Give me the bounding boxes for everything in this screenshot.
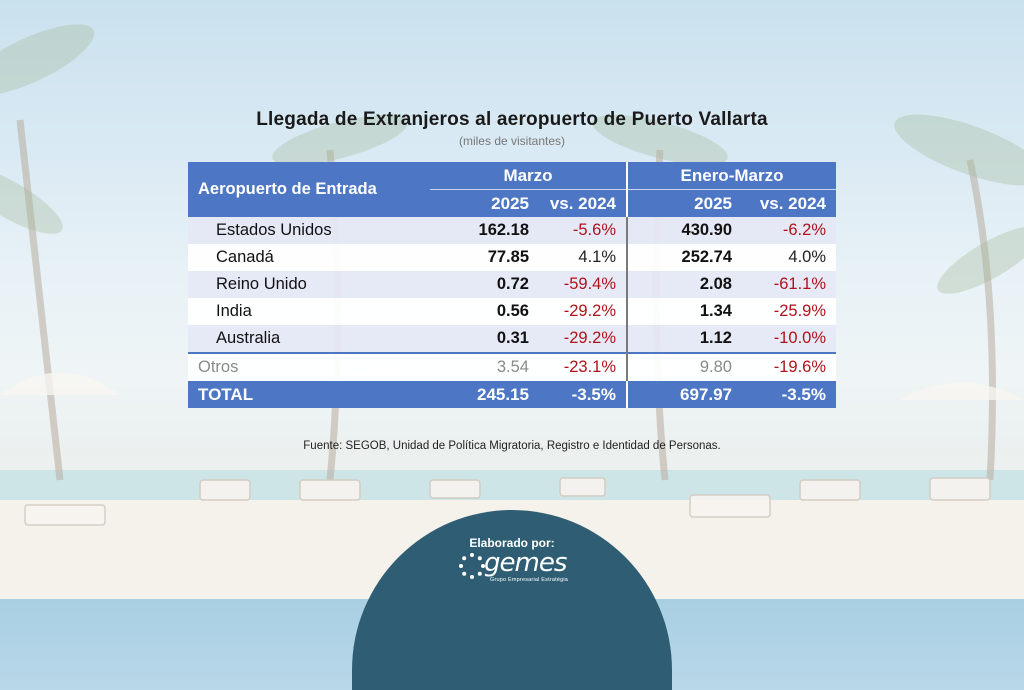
em-vs-value: -10.0% <box>773 329 826 347</box>
otros-name: Otros <box>188 352 430 381</box>
table-row: Reino Unido 0.72 -59.4% 2.08 -61.1% <box>188 271 836 298</box>
total-marzo-2025: 245.15 <box>430 381 539 408</box>
em-2025-value: 252.74 <box>681 248 732 266</box>
em-2025-value: 1.12 <box>699 329 732 347</box>
page-title: Llegada de Extranjeros al aeropuerto de … <box>256 109 768 130</box>
total-em-vs: -3.5% <box>742 381 836 408</box>
total-marzo-vs: -3.5% <box>539 381 628 408</box>
country-name: Australia <box>216 329 281 347</box>
otros-row: Otros 3.54 -23.1% 9.80 -19.6% <box>188 352 836 381</box>
elaborado-por-label: Elaborado por: <box>469 536 555 550</box>
marzo-vs-value: -29.2% <box>539 325 628 353</box>
header-marzo-2025: 2025 <box>491 193 529 213</box>
country-name: Reino Unido <box>216 275 307 293</box>
em-vs-value: -6.2% <box>782 221 826 239</box>
em-vs-value: -61.1% <box>773 275 826 293</box>
marzo-vs-value: 4.1% <box>539 244 628 271</box>
logo-wordmark: gemes <box>484 548 567 578</box>
marzo-vs-value: -59.4% <box>539 271 628 298</box>
header-marzo: Marzo <box>430 162 627 190</box>
country-name: Estados Unidos <box>216 221 332 239</box>
marzo-2025-value: 162.18 <box>478 221 529 239</box>
beach-background-image <box>0 24 1024 599</box>
header-em-2025: 2025 <box>694 193 732 213</box>
gemes-logo: gemes Grupo Empresarial Estratégia <box>458 548 578 590</box>
header-em-vs2024: vs. 2024 <box>759 193 826 213</box>
arrivals-table: Aeropuerto de Entrada Marzo Enero-Marzo … <box>188 162 836 408</box>
logo-tagline: Grupo Empresarial Estratégia <box>490 577 569 583</box>
logo-dots-icon <box>459 553 485 579</box>
em-vs-value: -25.9% <box>773 302 826 320</box>
table-row: India 0.56 -29.2% 1.34 -25.9% <box>188 298 836 325</box>
em-2025-value: 2.08 <box>699 275 732 293</box>
table-row: Estados Unidos 162.18 -5.6% 430.90 -6.2% <box>188 217 836 244</box>
total-em-2025: 697.97 <box>627 381 742 408</box>
total-label: TOTAL <box>188 381 430 408</box>
otros-marzo-2025: 3.54 <box>430 352 539 381</box>
marzo-2025-value: 0.56 <box>496 302 529 320</box>
otros-marzo-vs: -23.1% <box>539 352 628 381</box>
em-vs-value: 4.0% <box>788 248 826 266</box>
header-marzo-vs2024: vs. 2024 <box>539 189 628 217</box>
em-2025-value: 1.34 <box>699 302 732 320</box>
em-2025-value: 430.90 <box>681 221 732 239</box>
header-enero-marzo: Enero-Marzo <box>626 162 836 190</box>
table-row: Australia 0.31 -29.2% 1.12 -10.0% <box>188 325 836 353</box>
table-header-row: Aeropuerto de Entrada Marzo Enero-Marzo <box>188 162 836 198</box>
country-name: India <box>216 302 252 320</box>
page-subtitle: (miles de visitantes) <box>458 134 566 148</box>
source-note: Fuente: SEGOB, Unidad de Política Migrat… <box>303 440 721 452</box>
header-entrada: Aeropuerto de Entrada <box>198 180 377 198</box>
marzo-vs-value: -29.2% <box>539 298 628 325</box>
table-row: Canadá 77.85 4.1% 252.74 4.0% <box>188 244 836 271</box>
marzo-2025-value: 0.72 <box>496 275 529 293</box>
marzo-vs-value: -5.6% <box>539 217 628 244</box>
marzo-2025-value: 77.85 <box>487 248 529 266</box>
otros-em-2025: 9.80 <box>627 352 742 381</box>
otros-em-vs: -19.6% <box>742 352 836 381</box>
country-name: Canadá <box>216 248 274 266</box>
total-row: TOTAL 245.15 -3.5% 697.97 -3.5% <box>188 381 836 408</box>
marzo-2025-value: 0.31 <box>496 329 529 347</box>
